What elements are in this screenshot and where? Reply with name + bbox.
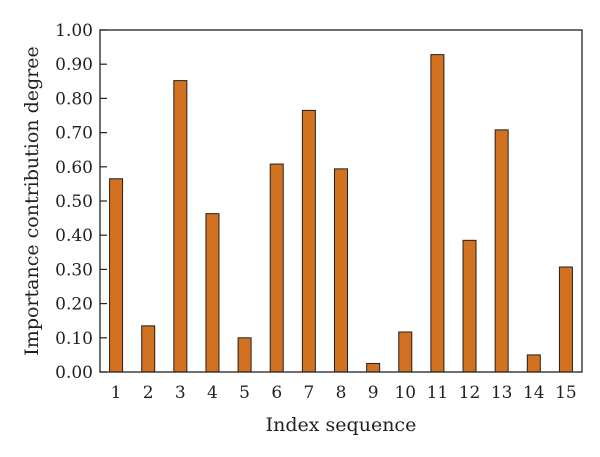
x-tick-label: 5: [239, 383, 250, 403]
x-tick-label: 12: [459, 383, 481, 403]
y-tick-label: 0.80: [55, 89, 93, 109]
y-axis-ticks: 0.00 0.10 0.20 0.30 0.40 0.50 0.60 0.70 0.80 0.90…: [55, 21, 107, 383]
y-tick-label: 1.00: [55, 21, 93, 41]
bar-3: [173, 80, 188, 373]
bar-2: [141, 325, 156, 373]
x-tick-label: 7: [303, 383, 314, 403]
bar-7: [301, 109, 316, 373]
bar-4: [205, 213, 220, 373]
bar-10: [398, 331, 413, 373]
y-tick-label: 0.10: [55, 329, 93, 349]
plot-frame: [99, 29, 583, 373]
bar-15: [558, 266, 573, 373]
x-tick-label: 4: [207, 383, 218, 403]
x-axis-ticks: 1 2 3 4 5 6 7 8 9 10 11 12 13 14 15: [111, 383, 577, 403]
x-tick-label: 14: [523, 383, 545, 403]
bar-1: [109, 178, 124, 373]
bar-5: [237, 337, 252, 373]
x-tick-label: 3: [175, 383, 186, 403]
x-axis-label: Index sequence: [266, 414, 417, 436]
x-tick-label: 11: [427, 383, 449, 403]
y-tick-label: 0.60: [55, 158, 93, 178]
y-tick-label: 0.00: [55, 363, 93, 383]
x-tick-label: 10: [394, 383, 416, 403]
x-tick-label: 13: [491, 383, 513, 403]
bar-8: [334, 168, 348, 373]
x-tick-label: 15: [555, 383, 577, 403]
y-tick-label: 0.40: [55, 226, 93, 246]
x-tick-label: 6: [271, 383, 282, 403]
bar-11: [430, 54, 445, 373]
x-tick-label: 1: [111, 383, 122, 403]
bar-12: [462, 239, 477, 373]
x-tick-label: 2: [143, 383, 154, 403]
bar-9: [366, 362, 381, 373]
bar-6: [269, 163, 284, 373]
y-axis-label: Importance contribution degree: [21, 46, 43, 355]
y-tick-label: 0.50: [55, 192, 93, 212]
bars-group: [109, 54, 573, 373]
y-tick-label: 0.90: [55, 55, 93, 75]
x-tick-label: 9: [368, 383, 379, 403]
y-tick-label: 0.30: [55, 260, 93, 280]
y-tick-label: 0.70: [55, 124, 93, 144]
bar-14: [526, 354, 541, 373]
bar-13: [494, 129, 509, 373]
y-tick-label: 0.20: [55, 295, 93, 315]
x-tick-label: 8: [336, 383, 347, 403]
